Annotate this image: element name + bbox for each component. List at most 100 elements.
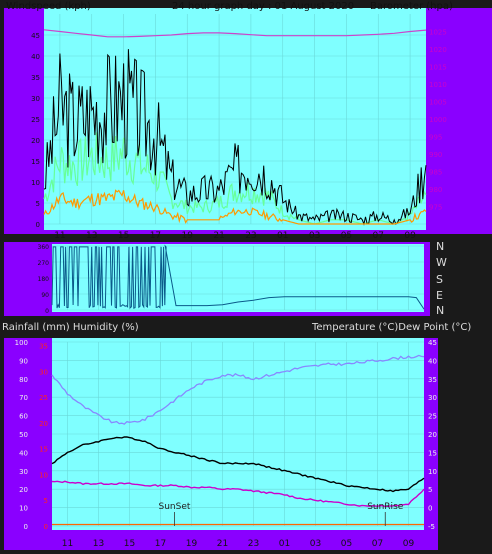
- rain-y-tick: 30: [39, 368, 48, 376]
- temperature-y-tick: 15: [428, 449, 437, 457]
- temp-x-tick: 09: [403, 539, 415, 549]
- wind-x-tick: 07: [373, 231, 384, 241]
- temperature-axis-label: Temperature (°C)Dew Point (°C): [311, 322, 471, 333]
- wind-x-tick: 19: [182, 231, 194, 241]
- wind-series: [43, 29, 427, 226]
- temp-x-tick: 15: [124, 539, 135, 549]
- sunrise-label: SunRise: [367, 502, 404, 512]
- wind-x-tick: 09: [404, 231, 416, 241]
- humidity-y-tick: 20: [19, 486, 28, 494]
- temperature-y-tick: -5: [428, 523, 435, 531]
- temperature-y-tick: 30: [428, 394, 437, 402]
- rain-y-tick: 5: [44, 497, 48, 505]
- rain-y-tick: 20: [39, 420, 48, 428]
- humidity-y-tick: 70: [19, 394, 28, 402]
- wind-x-tick: 17: [150, 231, 161, 241]
- wind-axes: 0510152025303540459759809859909951000100…: [31, 29, 447, 242]
- pressure-y-tick: 1005: [429, 99, 447, 107]
- temp-x-tick: 05: [341, 539, 352, 549]
- direction-grid: 0 90 180 270 360: [38, 244, 424, 315]
- rain-y-tick: 35: [39, 343, 48, 351]
- humidity-y-tick: 10: [19, 505, 28, 513]
- humidity-y-tick: 50: [19, 431, 28, 439]
- rain-humidity-axis-label: Rainfall (mm) Humidity (%): [2, 322, 139, 333]
- wind-x-tick: 11: [54, 231, 65, 241]
- humidity-y-tick: 90: [19, 357, 28, 365]
- temp-axes: 010203040506070809010005101520253035-505…: [15, 339, 437, 549]
- temp-x-tick: 19: [186, 539, 198, 549]
- temp-series: [51, 354, 425, 526]
- temperature-y-tick: 40: [428, 357, 437, 365]
- wind-y-tick: 35: [31, 74, 40, 82]
- temp-x-tick: 11: [62, 539, 73, 549]
- temperature-y-tick: 35: [428, 376, 437, 384]
- wind-x-tick: 23: [245, 231, 256, 241]
- wind-y-tick: 5: [36, 200, 40, 208]
- direction-label-n-top: N: [436, 240, 444, 253]
- direction-label-w: W: [436, 256, 447, 269]
- pressure-line: [43, 29, 427, 38]
- sunset-label: SunSet: [158, 502, 190, 512]
- wind-y-tick: 45: [31, 32, 40, 40]
- pressure-y-tick: 1010: [429, 81, 447, 89]
- direction-y-tick: 270: [38, 260, 50, 267]
- temperature-line: [51, 436, 425, 493]
- direction-label-s: S: [436, 273, 443, 286]
- humidity-line: [51, 354, 425, 425]
- temp-x-tick: 03: [310, 539, 321, 549]
- wind-x-tick: 13: [86, 231, 97, 241]
- wind-y-tick: 15: [31, 158, 40, 166]
- rain-y-tick: 15: [39, 446, 48, 454]
- direction-y-tick: 360: [38, 244, 50, 251]
- gust-wind-line: [43, 49, 427, 226]
- wind-y-tick: 25: [31, 116, 40, 124]
- pressure-y-tick: 995: [429, 134, 442, 142]
- graph-title: 24 hour graph day : 01 August 2020: [172, 1, 354, 12]
- rain-y-tick: 10: [39, 471, 48, 479]
- direction-y-tick: 180: [38, 276, 50, 283]
- wind-x-tick: 03: [309, 231, 320, 241]
- wind-y-tick: 20: [31, 137, 40, 145]
- humidity-y-tick: 100: [15, 339, 28, 347]
- temperature-y-tick: 25: [428, 413, 437, 421]
- temp-x-tick: 07: [372, 539, 383, 549]
- temp-x-tick: 17: [155, 539, 166, 549]
- temperature-y-tick: 0: [428, 505, 432, 513]
- pressure-y-tick: 985: [429, 169, 442, 177]
- humidity-y-tick: 0: [24, 523, 28, 531]
- humidity-y-tick: 60: [19, 413, 28, 421]
- wind-x-tick: 01: [277, 231, 288, 241]
- direction-label-e: E: [436, 289, 443, 302]
- direction-y-tick: 0: [45, 308, 49, 315]
- windspeed-line: [43, 189, 427, 225]
- pressure-y-tick: 990: [429, 151, 442, 159]
- pressure-y-tick: 1015: [429, 64, 447, 72]
- humidity-y-tick: 30: [19, 468, 28, 476]
- wind-x-tick: 05: [341, 231, 352, 241]
- dewpoint-line: [51, 480, 425, 508]
- wind-y-tick: 0: [36, 221, 40, 229]
- humidity-y-tick: 40: [19, 449, 28, 457]
- rain-y-tick: 25: [39, 394, 48, 402]
- temperature-y-tick: 45: [428, 339, 437, 347]
- barometer-axis-label: Barometer (hpa): [370, 1, 453, 12]
- temperature-y-tick: 5: [428, 486, 432, 494]
- temperature-y-tick: 20: [428, 431, 437, 439]
- temp-grid: [52, 341, 424, 527]
- temp-x-tick: 01: [279, 539, 290, 549]
- temp-x-tick: 13: [93, 539, 104, 549]
- temp-x-tick: 21: [217, 539, 228, 549]
- rain-y-tick: 0: [44, 523, 48, 531]
- pressure-y-tick: 1000: [429, 116, 447, 124]
- direction-label-n-bottom: N: [436, 304, 444, 317]
- pressure-y-tick: 975: [429, 204, 442, 212]
- direction-y-tick: 90: [41, 292, 49, 299]
- temp-x-tick: 23: [248, 539, 259, 549]
- wind-y-tick: 30: [31, 95, 40, 103]
- wind-y-tick: 10: [31, 179, 40, 187]
- direction-series: [51, 244, 425, 310]
- wind-x-tick: 15: [118, 231, 129, 241]
- wind-x-tick: 21: [213, 231, 224, 241]
- direction-line: [51, 244, 425, 310]
